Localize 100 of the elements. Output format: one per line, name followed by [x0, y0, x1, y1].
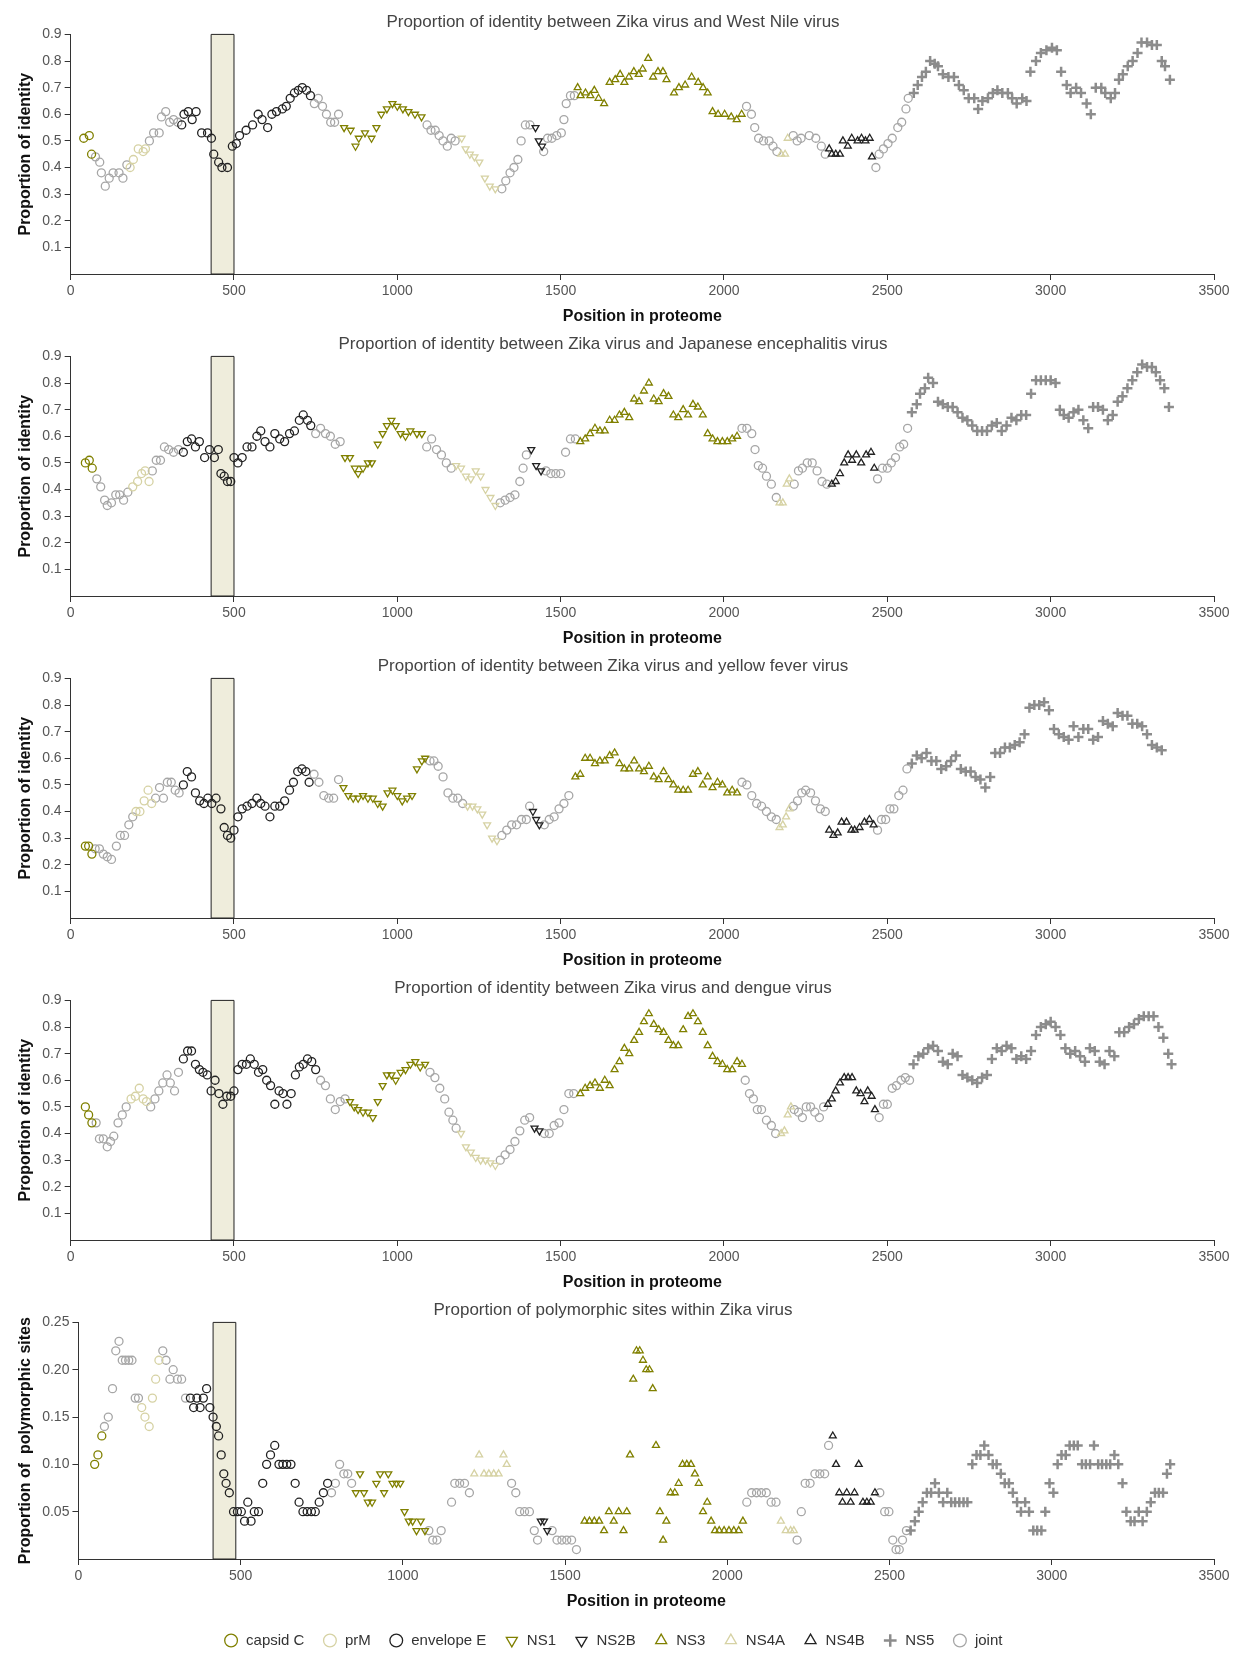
point	[363, 460, 373, 468]
point	[911, 78, 924, 92]
point	[416, 1518, 425, 1526]
point	[713, 436, 722, 445]
x-axis-title: Position in proteome	[562, 628, 722, 646]
point	[856, 1088, 865, 1097]
point	[218, 1099, 228, 1109]
point	[367, 1499, 377, 1507]
point	[270, 1440, 280, 1451]
point	[785, 474, 794, 482]
legend-label: NS4B	[825, 1630, 865, 1648]
y-tick-label: 0.15	[42, 1407, 70, 1424]
point	[718, 436, 727, 445]
point	[179, 109, 189, 119]
point	[1162, 1047, 1175, 1060]
point	[270, 428, 280, 439]
point	[214, 1088, 224, 1099]
point	[713, 1056, 722, 1065]
point	[611, 75, 620, 83]
point	[358, 1109, 368, 1117]
point	[188, 1402, 199, 1413]
point	[688, 399, 698, 407]
point	[360, 130, 370, 138]
y-tick-label: 0.1	[42, 882, 62, 899]
point	[147, 1393, 158, 1403]
point	[653, 67, 663, 75]
point	[282, 1459, 292, 1470]
point	[388, 787, 397, 795]
point	[781, 1525, 790, 1534]
x-tick-label: 2500	[871, 282, 904, 299]
y-tick-label: 0.4	[42, 1124, 62, 1141]
point	[137, 1402, 147, 1413]
point	[290, 1478, 300, 1488]
y-tick-label: 0.5	[42, 775, 62, 792]
point	[620, 1043, 629, 1051]
point	[396, 1069, 405, 1077]
point	[703, 772, 712, 780]
point	[616, 69, 625, 77]
point	[294, 1062, 304, 1072]
point	[847, 825, 856, 833]
point	[867, 152, 877, 160]
point	[734, 1525, 743, 1534]
point	[229, 452, 239, 463]
point	[586, 90, 595, 99]
point	[723, 788, 732, 796]
point	[242, 442, 252, 452]
point	[535, 1128, 544, 1136]
point	[861, 136, 870, 144]
point	[865, 814, 874, 823]
point	[718, 780, 727, 788]
point	[233, 812, 243, 822]
legend-label: NS2B	[596, 1630, 636, 1648]
point	[536, 1518, 545, 1526]
point	[1029, 54, 1043, 68]
point	[400, 1509, 409, 1517]
point	[257, 114, 267, 125]
y-tick-label: 0.6	[42, 1071, 62, 1088]
point	[491, 186, 500, 194]
point	[463, 803, 472, 811]
point	[1162, 400, 1176, 414]
point	[134, 1083, 144, 1093]
point	[307, 1056, 317, 1067]
point	[910, 398, 923, 411]
point	[1101, 414, 1115, 427]
point	[585, 1080, 595, 1089]
point	[644, 761, 653, 769]
point	[1024, 387, 1038, 400]
point	[229, 1086, 239, 1096]
point	[198, 1067, 208, 1077]
point	[688, 1009, 698, 1017]
point	[573, 82, 582, 91]
x-tick-label: 3000	[1035, 282, 1067, 299]
point	[531, 124, 540, 133]
chart-title: Proportion of polymorphic sites within Zika virus	[433, 1299, 793, 1319]
point	[576, 436, 585, 445]
point	[610, 1064, 619, 1073]
point	[614, 1507, 623, 1515]
point	[1054, 65, 1068, 78]
point	[302, 1054, 313, 1064]
y-tick-label: 0.9	[42, 25, 62, 42]
point	[693, 1017, 702, 1025]
point	[780, 1126, 789, 1134]
point	[147, 798, 157, 809]
point	[674, 1041, 683, 1049]
point	[143, 785, 153, 795]
point	[870, 1104, 880, 1113]
legend-label: envelope E	[411, 1630, 487, 1648]
point	[491, 502, 500, 511]
point	[530, 1125, 539, 1133]
point	[581, 434, 590, 442]
point	[662, 75, 671, 83]
point	[687, 72, 696, 80]
point	[777, 149, 786, 157]
point	[139, 796, 149, 806]
point	[786, 1525, 795, 1534]
point	[80, 458, 91, 468]
point	[850, 1488, 859, 1496]
x-tick-label: 2500	[871, 604, 904, 621]
x-tick-label: 3500	[1198, 1567, 1230, 1584]
point	[83, 1110, 94, 1120]
